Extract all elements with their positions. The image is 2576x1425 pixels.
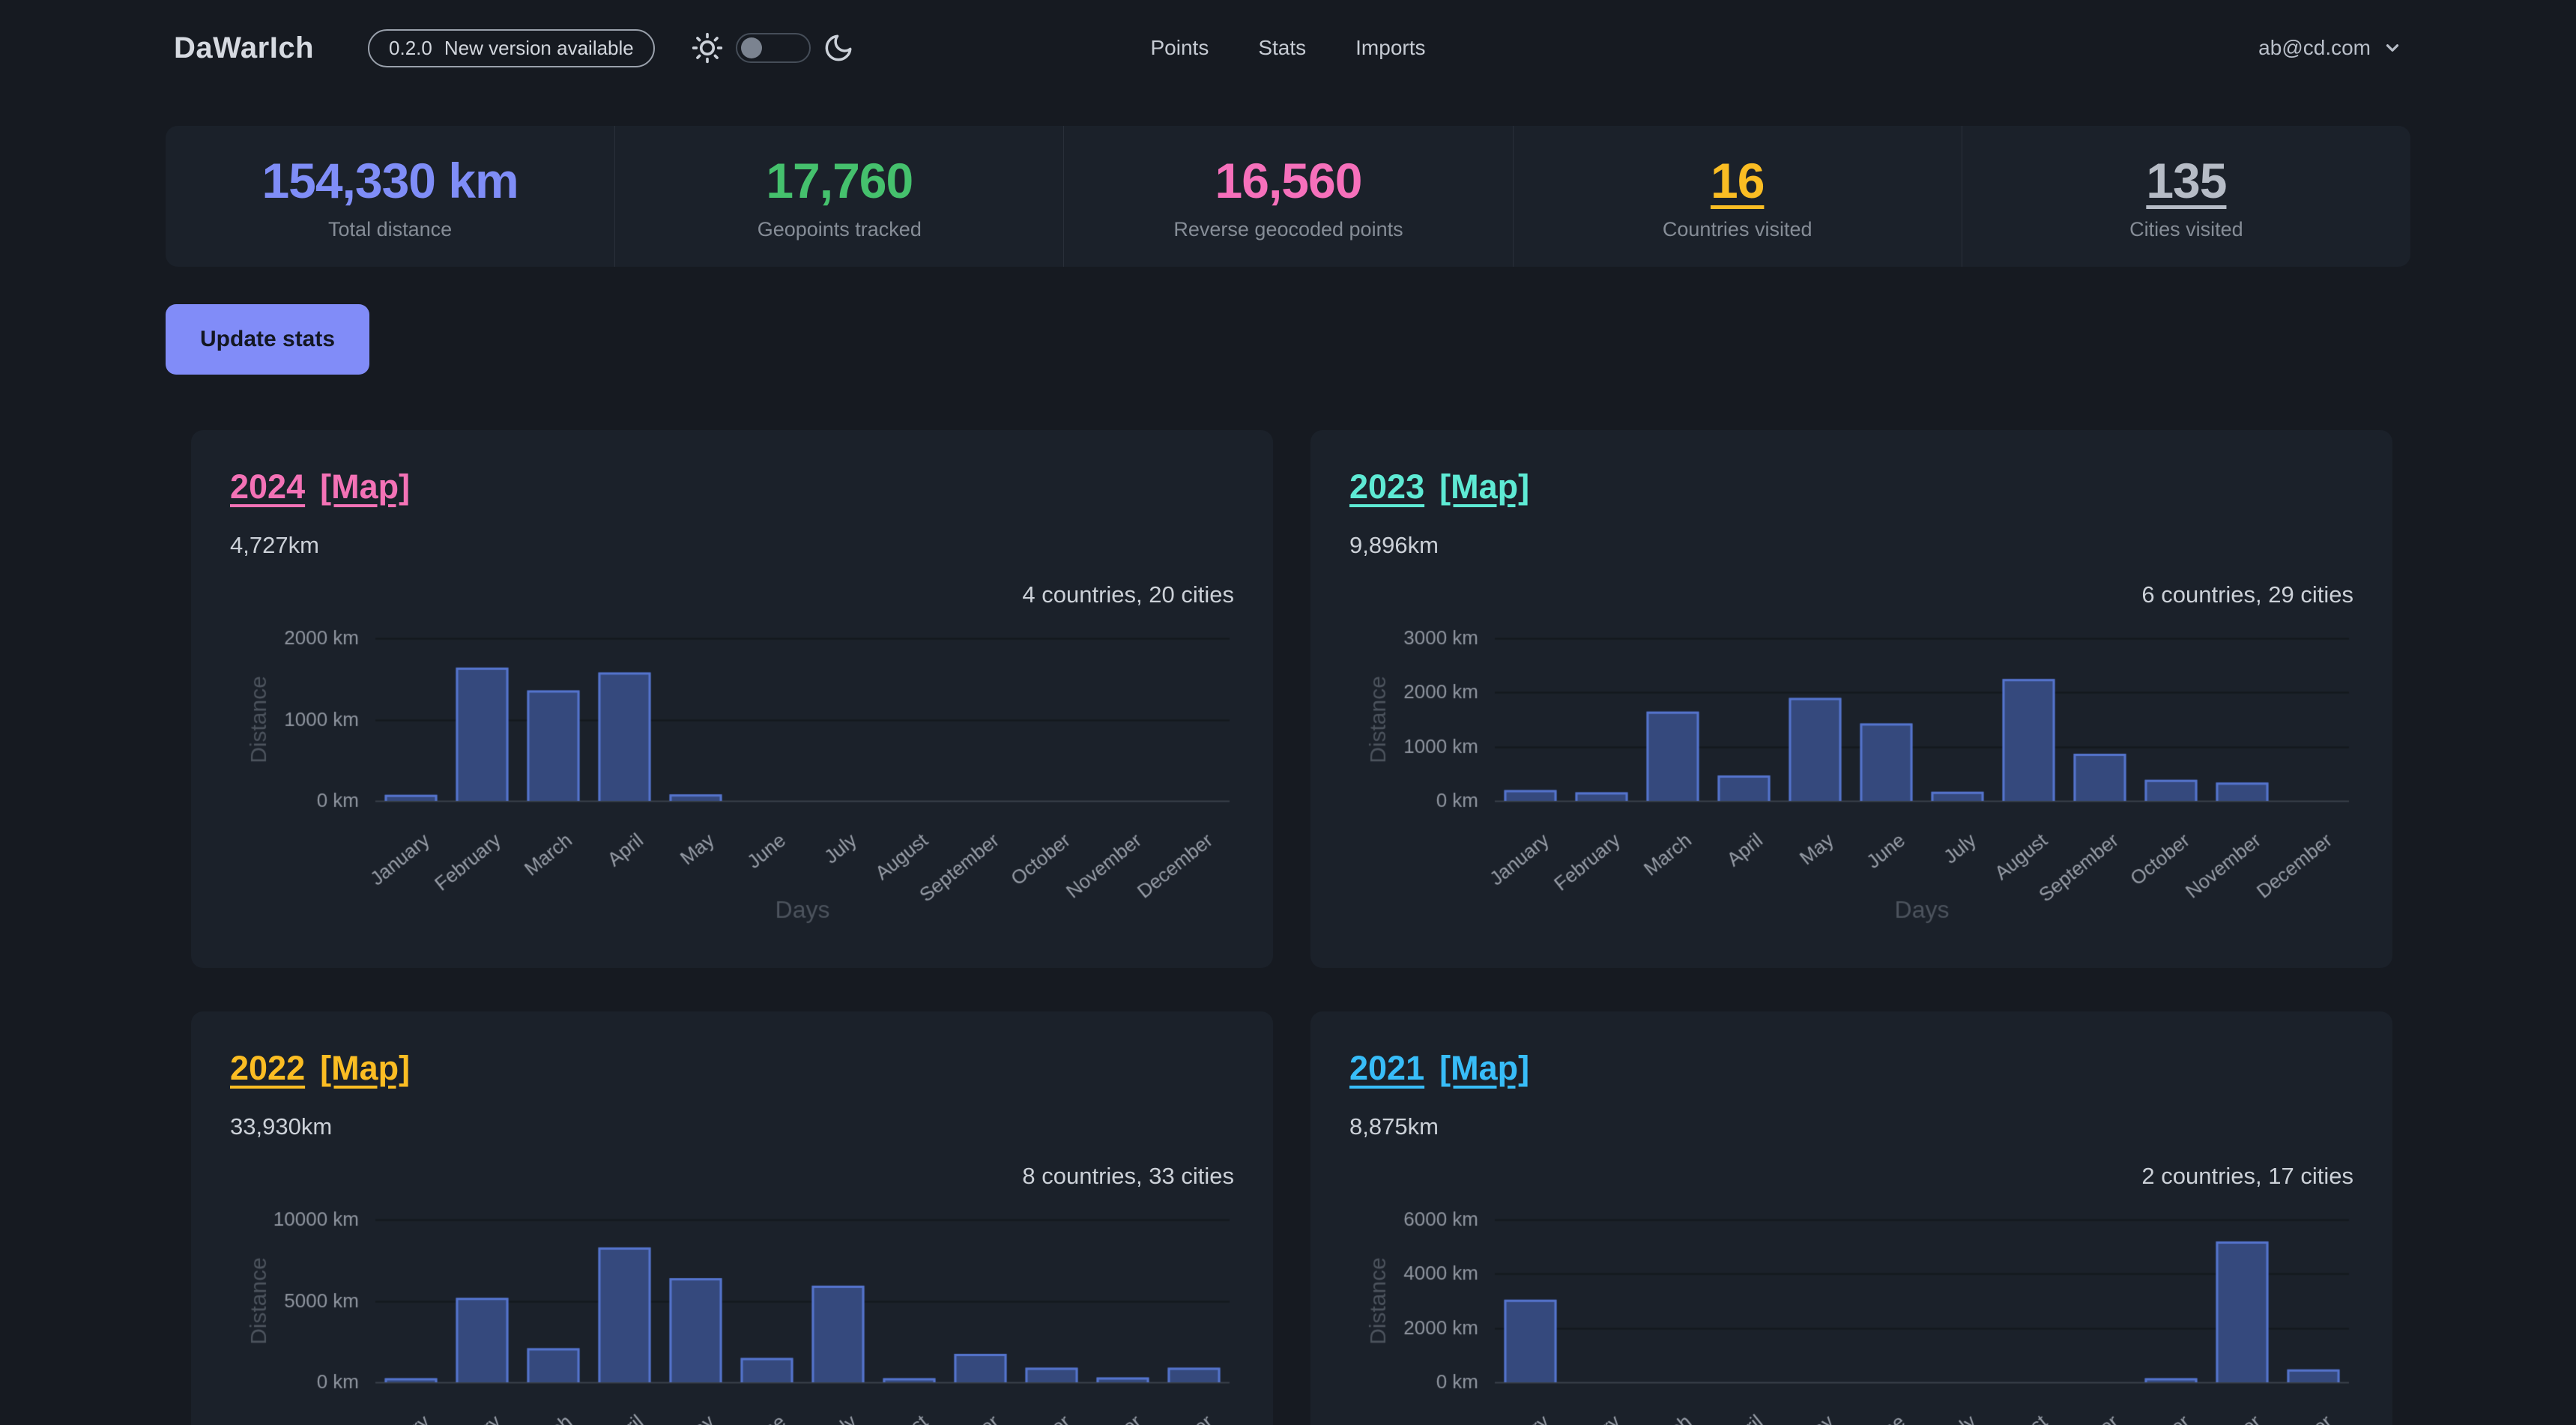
nav-link-stats[interactable]: Stats — [1258, 36, 1307, 59]
map-link[interactable]: [Map] — [1439, 468, 1530, 506]
year-summary: 8 countries, 33 cities — [1022, 1163, 1234, 1189]
stat-label: Reverse geocoded points — [1173, 217, 1403, 240]
stat-value: 154,330 km — [261, 152, 518, 208]
stat-label: Total distance — [328, 217, 453, 240]
version-number: 0.2.0 — [389, 36, 432, 59]
year-cards: 2024 [Map] 4,727km 4 countries, 20 citie… — [166, 430, 2410, 1425]
stat-label: Geopoints tracked — [757, 217, 922, 240]
year-distance: 4,727km — [230, 532, 319, 558]
stat-reverse-geocoded: 16,560 Reverse geocoded points — [1063, 126, 1512, 267]
stat-total-distance: 154,330 km Total distance — [166, 126, 614, 267]
distance-bar-chart — [230, 617, 1234, 932]
year-summary: 4 countries, 20 cities — [1022, 581, 1234, 608]
distance-bar-chart — [1349, 617, 2353, 932]
card-title: 2024 [Map] — [230, 468, 1234, 506]
stat-countries-visited: 16 Countries visited — [1512, 126, 1962, 267]
stat-value: 17,760 — [766, 152, 913, 208]
app-logo[interactable]: DaWarIch — [174, 31, 315, 64]
nav-link-points[interactable]: Points — [1150, 36, 1209, 59]
user-email: ab@cd.com — [2258, 36, 2371, 59]
year-card-2024: 2024 [Map] 4,727km 4 countries, 20 citie… — [191, 430, 1273, 968]
stats-panel: 154,330 km Total distance 17,760 Geopoin… — [166, 126, 2410, 267]
user-menu[interactable]: ab@cd.com — [2258, 36, 2402, 60]
chevron-down-icon — [2383, 38, 2402, 58]
card-title: 2023 [Map] — [1349, 468, 2353, 506]
theme-switcher — [691, 31, 854, 64]
year-distance: 8,875km — [1349, 1113, 1439, 1140]
theme-toggle-knob — [740, 37, 762, 58]
distance-bar-chart — [230, 1199, 1234, 1425]
year-link[interactable]: 2024 — [230, 468, 306, 506]
year-link[interactable]: 2022 — [230, 1049, 306, 1087]
version-text: New version available — [444, 36, 634, 59]
stat-geopoints: 17,760 Geopoints tracked — [614, 126, 1063, 267]
stat-value-link[interactable]: 135 — [2146, 152, 2227, 208]
navbar: DaWarIch 0.2.0 New version available — [0, 0, 2576, 96]
year-link[interactable]: 2023 — [1349, 468, 1425, 506]
card-title: 2021 [Map] — [1349, 1049, 2353, 1088]
main-content: 154,330 km Total distance 17,760 Geopoin… — [166, 126, 2410, 1425]
map-link[interactable]: [Map] — [320, 1049, 411, 1087]
year-card-2023: 2023 [Map] 9,896km 6 countries, 29 citie… — [1310, 430, 2392, 968]
year-summary: 2 countries, 17 cities — [2141, 1163, 2353, 1189]
year-distance: 9,896km — [1349, 532, 1439, 558]
stat-cities-visited: 135 Cities visited — [1961, 126, 2410, 267]
version-badge[interactable]: 0.2.0 New version available — [368, 28, 655, 67]
main-nav: Points Stats Imports — [1151, 36, 1426, 60]
map-link[interactable]: [Map] — [320, 468, 411, 506]
distance-bar-chart — [1349, 1199, 2353, 1425]
sun-icon — [691, 31, 724, 64]
year-distance: 33,930km — [230, 1113, 333, 1140]
year-summary: 6 countries, 29 cities — [2141, 581, 2353, 608]
map-link[interactable]: [Map] — [1439, 1049, 1530, 1087]
stat-value: 16,560 — [1215, 152, 1363, 208]
year-link[interactable]: 2021 — [1349, 1049, 1425, 1087]
moon-icon — [823, 32, 854, 64]
update-stats-button[interactable]: Update stats — [166, 304, 370, 375]
year-card-2021: 2021 [Map] 8,875km 2 countries, 17 citie… — [1310, 1011, 2392, 1425]
stat-value-link[interactable]: 16 — [1710, 152, 1765, 208]
year-card-2022: 2022 [Map] 33,930km 8 countries, 33 citi… — [191, 1011, 1273, 1425]
stat-label: Countries visited — [1662, 217, 1812, 240]
card-title: 2022 [Map] — [230, 1049, 1234, 1088]
stat-label: Cities visited — [2129, 217, 2243, 240]
nav-link-imports[interactable]: Imports — [1355, 36, 1426, 59]
theme-toggle[interactable] — [735, 33, 811, 63]
